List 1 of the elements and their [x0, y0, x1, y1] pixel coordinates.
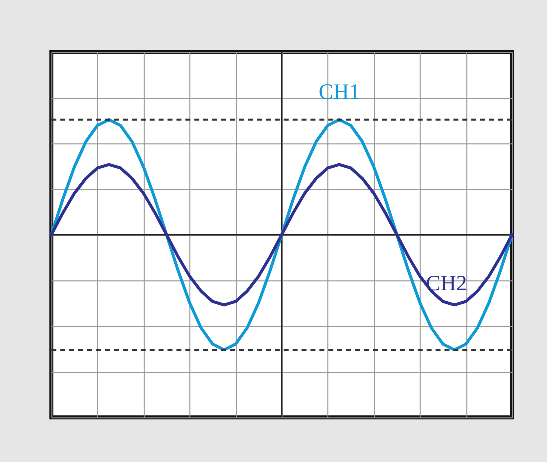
series-label: CH1: [318, 80, 360, 104]
